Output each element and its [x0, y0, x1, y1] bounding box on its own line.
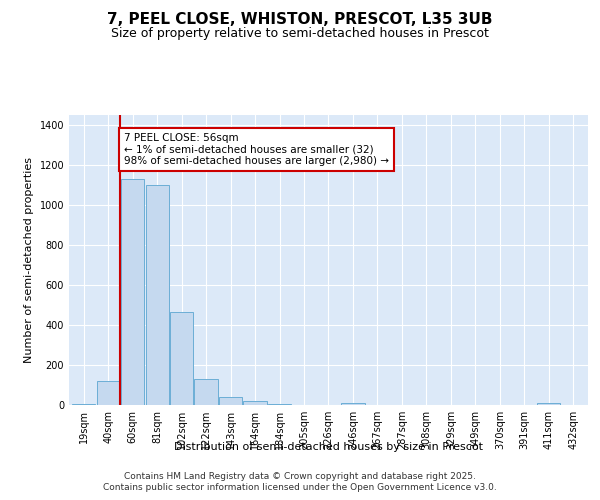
Bar [194, 379, 218, 405]
Bar [146, 185, 169, 405]
Bar [244, 401, 266, 405]
Text: Size of property relative to semi-detached houses in Prescot: Size of property relative to semi-detach… [111, 28, 489, 40]
Bar [341, 403, 365, 405]
Y-axis label: Number of semi-detached properties: Number of semi-detached properties [24, 157, 34, 363]
Bar [537, 403, 560, 405]
Bar [72, 404, 95, 405]
Text: Contains HM Land Registry data © Crown copyright and database right 2025.: Contains HM Land Registry data © Crown c… [124, 472, 476, 481]
Text: 7 PEEL CLOSE: 56sqm
← 1% of semi-detached houses are smaller (32)
98% of semi-de: 7 PEEL CLOSE: 56sqm ← 1% of semi-detache… [124, 133, 389, 166]
Bar [170, 312, 193, 405]
Text: 7, PEEL CLOSE, WHISTON, PRESCOT, L35 3UB: 7, PEEL CLOSE, WHISTON, PRESCOT, L35 3UB [107, 12, 493, 28]
Bar [219, 397, 242, 405]
Bar [121, 179, 144, 405]
Bar [268, 404, 291, 405]
Bar [97, 381, 120, 405]
Text: Distribution of semi-detached houses by size in Prescot: Distribution of semi-detached houses by … [175, 442, 484, 452]
Text: Contains public sector information licensed under the Open Government Licence v3: Contains public sector information licen… [103, 484, 497, 492]
